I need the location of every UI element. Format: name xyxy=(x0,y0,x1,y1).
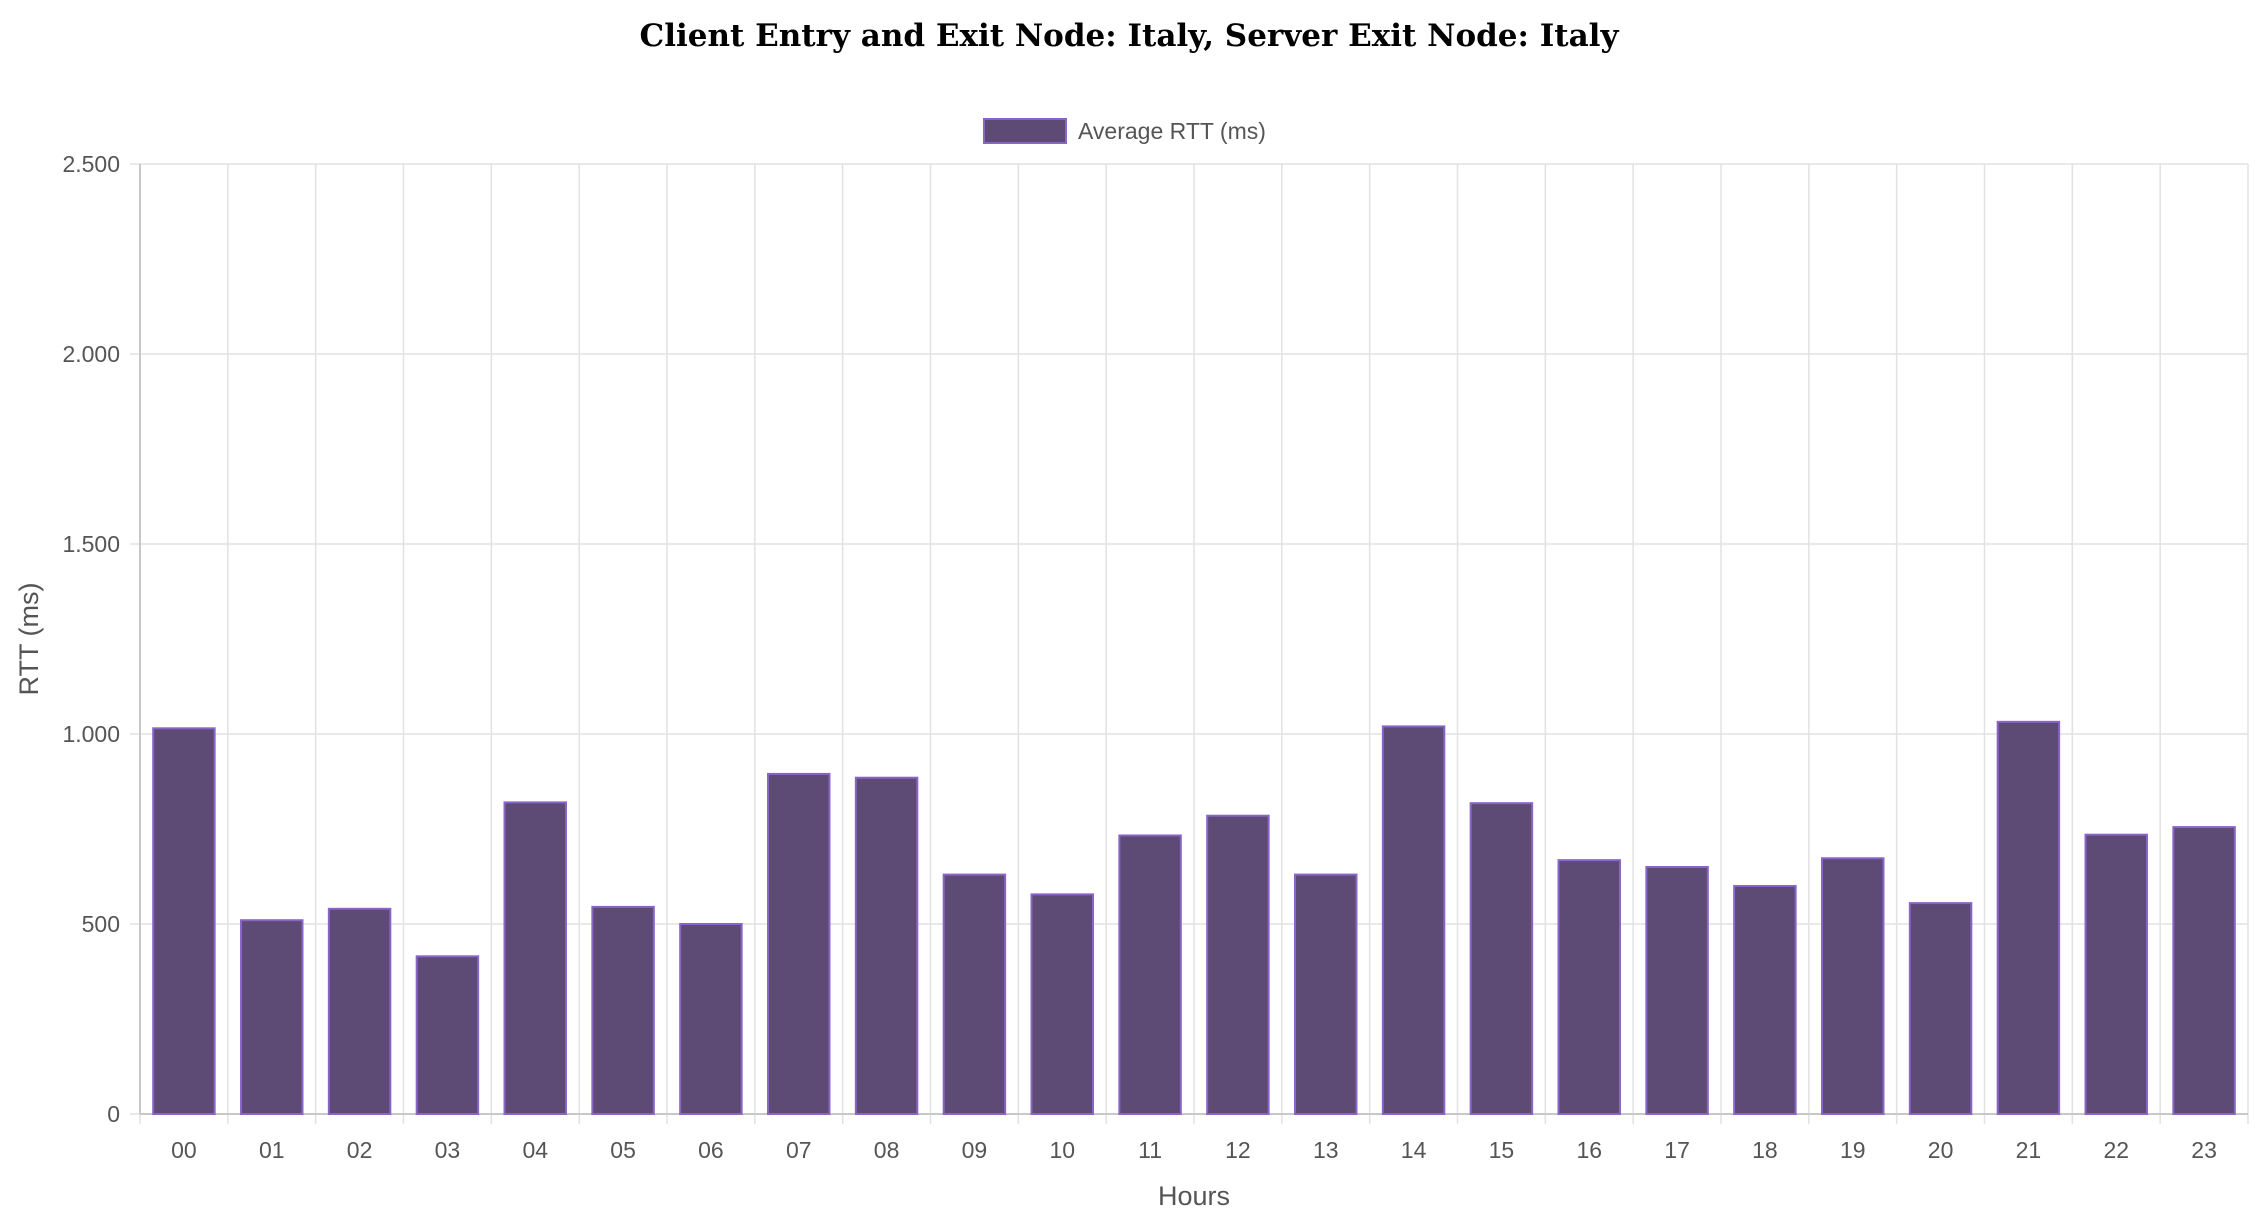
bar[interactable] xyxy=(1557,859,1621,1115)
x-tick-label: 08 xyxy=(874,1137,900,1163)
x-tick-label: 19 xyxy=(1840,1137,1866,1163)
bar[interactable] xyxy=(1294,873,1358,1115)
legend-swatch[interactable] xyxy=(983,118,1067,144)
bar[interactable] xyxy=(327,907,392,1115)
bar[interactable] xyxy=(2084,833,2148,1115)
x-tick-label: 15 xyxy=(1489,1137,1515,1163)
y-tick-label: 2.500 xyxy=(62,151,120,177)
bar[interactable] xyxy=(679,923,743,1115)
y-tick-label: 0 xyxy=(107,1101,120,1127)
x-tick-label: 12 xyxy=(1225,1137,1251,1163)
y-tick-label: 2.000 xyxy=(62,341,120,367)
x-tick-label: 10 xyxy=(1049,1137,1075,1163)
legend-label[interactable]: Average RTT (ms) xyxy=(1078,118,1266,144)
chart-title: Client Entry and Exit Node: Italy, Serve… xyxy=(639,18,1619,54)
y-tick-label: 1.000 xyxy=(62,721,120,747)
x-tick-label: 07 xyxy=(786,1137,812,1163)
bar[interactable] xyxy=(240,919,304,1116)
y-tick-label: 500 xyxy=(82,911,120,937)
x-tick-label: 00 xyxy=(171,1137,197,1163)
x-tick-label: 05 xyxy=(610,1137,636,1163)
x-tick-label: 16 xyxy=(1576,1137,1602,1163)
x-tick-label: 11 xyxy=(1138,1137,1162,1163)
bar[interactable] xyxy=(854,776,919,1115)
bar[interactable] xyxy=(1469,802,1534,1115)
x-tick-label: 14 xyxy=(1401,1137,1427,1163)
bar[interactable] xyxy=(1733,885,1797,1115)
bar[interactable] xyxy=(942,873,1007,1115)
bar[interactable] xyxy=(1381,725,1446,1116)
bar[interactable] xyxy=(767,772,831,1116)
bar[interactable] xyxy=(1908,902,1973,1115)
x-tick-label: 21 xyxy=(2016,1137,2042,1163)
x-tick-label: 13 xyxy=(1313,1137,1339,1163)
x-tick-label: 18 xyxy=(1752,1137,1778,1163)
x-tick-label: 23 xyxy=(2191,1137,2217,1163)
bar[interactable] xyxy=(1118,834,1182,1116)
x-tick-label: 06 xyxy=(698,1137,724,1163)
bar[interactable] xyxy=(415,955,480,1115)
bar[interactable] xyxy=(1821,857,1885,1116)
y-tick-label: 1.500 xyxy=(62,531,120,557)
x-tick-label: 20 xyxy=(1928,1137,1954,1163)
bar[interactable] xyxy=(591,905,655,1116)
bar[interactable] xyxy=(1030,893,1094,1115)
x-tick-label: 02 xyxy=(347,1137,373,1163)
x-tick-label: 09 xyxy=(962,1137,988,1163)
bar[interactable] xyxy=(1645,866,1709,1115)
x-axis-title: Hours xyxy=(1158,1181,1230,1211)
x-tick-label: 17 xyxy=(1664,1137,1690,1163)
x-tick-label: 04 xyxy=(522,1137,548,1163)
bar[interactable] xyxy=(1206,814,1270,1115)
y-axis-title: RTT (ms) xyxy=(14,583,44,696)
bar[interactable] xyxy=(503,801,567,1116)
x-tick-label: 22 xyxy=(2103,1137,2129,1163)
bar[interactable] xyxy=(152,727,216,1115)
x-tick-label: 03 xyxy=(435,1137,461,1163)
bar[interactable] xyxy=(1996,720,2061,1116)
x-tick-label: 01 xyxy=(259,1137,285,1163)
bar[interactable] xyxy=(2172,826,2236,1115)
